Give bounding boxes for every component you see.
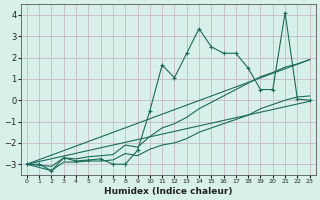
X-axis label: Humidex (Indice chaleur): Humidex (Indice chaleur) — [104, 187, 233, 196]
